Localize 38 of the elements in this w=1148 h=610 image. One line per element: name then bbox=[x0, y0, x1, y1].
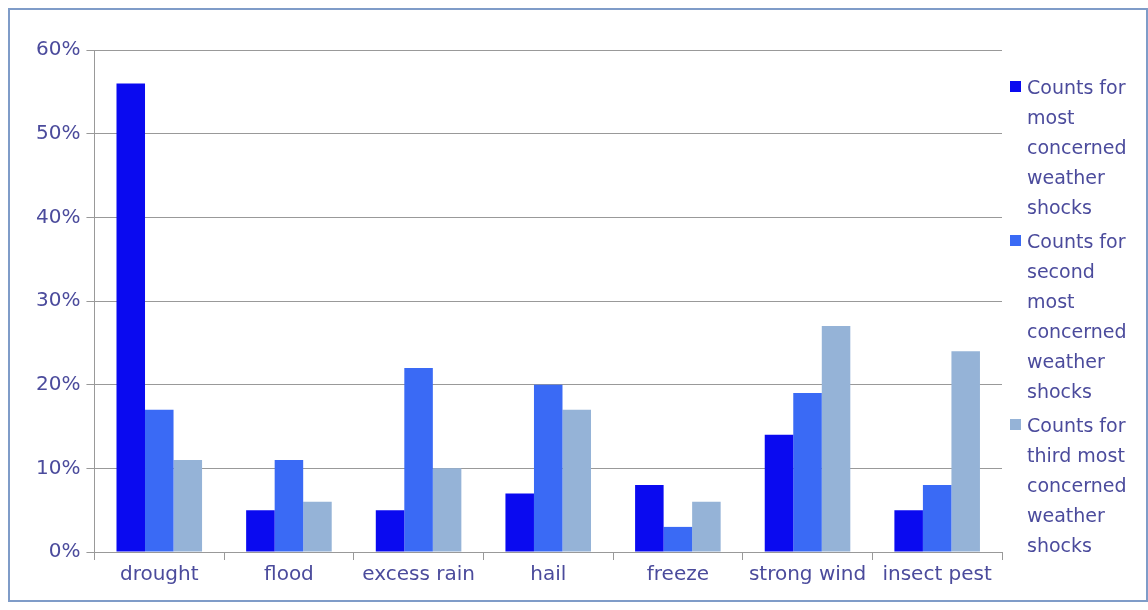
bar bbox=[922, 485, 952, 552]
x-tick-label: flood bbox=[264, 561, 314, 586]
y-tick-label: 60% bbox=[36, 36, 81, 61]
bar bbox=[562, 409, 592, 552]
y-tick-label: 50% bbox=[36, 119, 81, 144]
y-tick-label: 20% bbox=[36, 370, 81, 395]
bar bbox=[635, 485, 664, 552]
bar bbox=[692, 501, 721, 552]
bar bbox=[375, 510, 405, 552]
bar bbox=[274, 459, 304, 552]
x-tick-label: excess rain bbox=[362, 561, 475, 586]
bar bbox=[894, 510, 923, 552]
bar bbox=[404, 367, 433, 552]
y-tick-label: 0% bbox=[48, 538, 81, 563]
bar bbox=[246, 510, 275, 552]
legend-label: Counts for second most concerned weather shocks bbox=[1027, 229, 1128, 404]
bar bbox=[821, 326, 851, 552]
x-tick-label: strong wind bbox=[748, 561, 867, 586]
legend-label: Counts for third most concerned weather shocks bbox=[1027, 413, 1128, 558]
bar bbox=[145, 409, 174, 552]
y-tick-label: 10% bbox=[36, 454, 81, 479]
x-tick-label: hail bbox=[530, 561, 567, 586]
bar bbox=[951, 351, 980, 552]
bar bbox=[116, 83, 146, 552]
bar bbox=[793, 393, 822, 552]
bar bbox=[764, 434, 794, 552]
x-tick-label: drought bbox=[119, 561, 199, 586]
y-tick-label: 30% bbox=[36, 287, 81, 312]
bar bbox=[663, 526, 693, 552]
y-tick-label: 40% bbox=[36, 203, 81, 228]
x-tick-label: freeze bbox=[646, 561, 709, 586]
bar bbox=[173, 459, 203, 552]
bar bbox=[505, 493, 534, 552]
bar bbox=[303, 501, 332, 552]
legend-label: Counts for most concerned weather shocks bbox=[1027, 75, 1128, 220]
x-tick-label: insect pest bbox=[882, 561, 993, 586]
bar bbox=[432, 468, 462, 552]
bar bbox=[533, 384, 563, 552]
